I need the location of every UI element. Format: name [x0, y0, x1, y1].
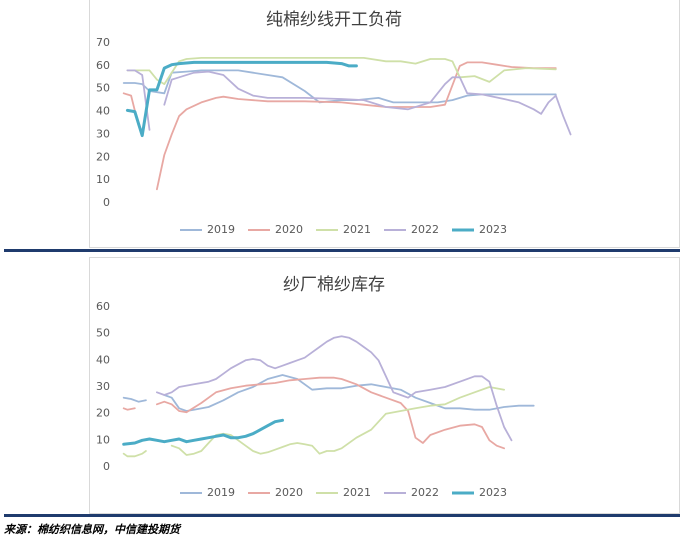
series-line-2021 — [122, 386, 505, 458]
y-tick-label: 10 — [96, 433, 110, 446]
legend-label-2019: 2019 — [207, 223, 235, 236]
legend-label-2021: 2021 — [343, 486, 371, 499]
series-line-2022 — [156, 335, 513, 442]
y-tick-label: 40 — [96, 105, 110, 118]
y-tick-label: 0 — [103, 460, 110, 473]
legend-label-2020: 2020 — [275, 223, 303, 236]
chart-panel-load — [89, 0, 680, 248]
y-tick-label: 30 — [96, 380, 110, 393]
legend-label-2021: 2021 — [343, 223, 371, 236]
y-tick-label: 40 — [96, 353, 110, 366]
y-tick-label: 50 — [96, 82, 110, 95]
series-line-2019 — [122, 69, 557, 104]
section-divider — [4, 249, 680, 252]
series-line-2019 — [122, 374, 535, 412]
y-tick-label: 60 — [96, 300, 110, 313]
legend-label-2022: 2022 — [411, 223, 439, 236]
y-tick-label: 0 — [103, 196, 110, 209]
legend-label-2022: 2022 — [411, 486, 439, 499]
y-tick-label: 20 — [96, 150, 110, 163]
y-tick-label: 70 — [96, 36, 110, 49]
legend-label-2023: 2023 — [479, 486, 507, 499]
series-line-2022 — [126, 69, 572, 136]
y-tick-label: 60 — [96, 59, 110, 72]
chart-title: 纯棉纱线开工负荷 — [266, 10, 402, 30]
series-line-2021 — [126, 57, 557, 85]
series-line-2020 — [122, 376, 505, 450]
chart-title: 纱厂棉纱库存 — [283, 275, 385, 295]
y-tick-label: 50 — [96, 327, 110, 340]
legend-label-2019: 2019 — [207, 486, 235, 499]
legend-label-2023: 2023 — [479, 223, 507, 236]
series-line-2023 — [125, 60, 358, 138]
y-tick-label: 20 — [96, 407, 110, 420]
source-note: 来源：棉纺织信息网，中信建投期货 — [4, 523, 180, 536]
section-divider — [4, 514, 680, 517]
y-tick-label: 10 — [96, 173, 110, 186]
y-tick-label: 30 — [96, 127, 110, 140]
series-line-2023 — [122, 418, 284, 446]
legend-label-2020: 2020 — [275, 486, 303, 499]
